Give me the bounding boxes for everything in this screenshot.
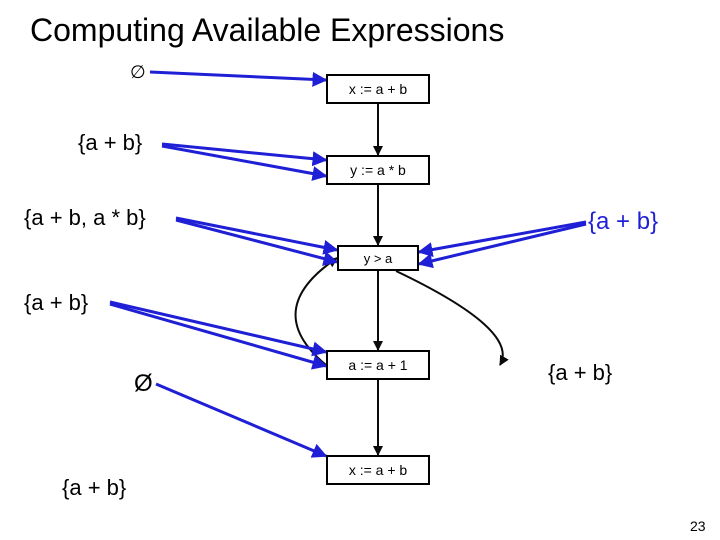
set-label-s_ab_right2: {a + b}: [548, 360, 612, 386]
flow-node-n1: x := a + b: [326, 74, 430, 104]
set-label-s_empty1: ∅: [130, 62, 146, 83]
set-label-s_empty2: Ø: [134, 370, 153, 398]
set-label-s_ab1: {a + b}: [78, 130, 142, 156]
flow-node-n5: x := a + b: [326, 455, 430, 485]
set-label-s_ab_astb: {a + b, a * b}: [24, 205, 146, 231]
set-label-s_ab3: {a + b}: [62, 475, 126, 501]
set-label-s_ab2: {a + b}: [24, 290, 88, 316]
slide-title: Computing Available Expressions: [30, 12, 504, 49]
flow-node-n2: y := a * b: [326, 155, 430, 185]
flow-node-n3: y > a: [337, 245, 419, 271]
page-number: 23: [690, 518, 706, 534]
flow-node-n4: a := a + 1: [326, 350, 430, 380]
set-label-s_ab_right1: {a + b}: [588, 208, 658, 236]
